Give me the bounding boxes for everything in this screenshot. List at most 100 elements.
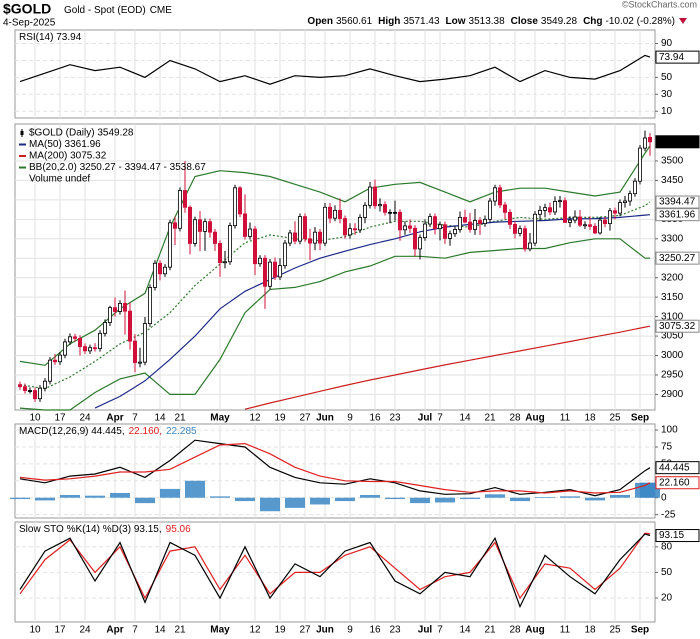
x-tick-label: Sep [631, 413, 649, 424]
x-tick-label: Aug [525, 625, 544, 636]
candle-body [553, 201, 558, 213]
value-marker-label: 73.94 [659, 52, 684, 63]
candle-body [172, 222, 177, 229]
y-tick-label: 0 [661, 492, 667, 503]
candle-body [207, 221, 212, 233]
candle-body [247, 228, 252, 237]
candle-body [38, 387, 43, 400]
panel-label-part: RSI(14) 73.94 [19, 32, 82, 43]
candle-body [502, 204, 507, 213]
candle-body [598, 219, 603, 234]
x-tick-label: 17 [54, 413, 66, 424]
value-marker-label: 3394.47 [659, 197, 696, 208]
candle-body [162, 266, 167, 275]
x-tick-label: Apr [106, 625, 123, 636]
candle-body [108, 307, 113, 323]
histogram-bar [385, 497, 405, 500]
exchange: CME [150, 5, 173, 16]
x-tick-label: 9 [347, 625, 353, 636]
candle-body [332, 209, 337, 219]
candle-body [157, 262, 162, 275]
value-marker [655, 50, 700, 64]
candle-body [187, 206, 192, 244]
panel-label-part: 22.160, [129, 426, 162, 437]
candle-body [487, 200, 492, 220]
candle-body [603, 219, 608, 225]
histogram-bar [535, 497, 555, 498]
candle-body [558, 200, 563, 203]
candle-body [382, 204, 387, 213]
histogram-bar [560, 496, 580, 498]
quote-label: Low [446, 16, 466, 27]
candle-body [232, 187, 237, 226]
histogram-bar [285, 497, 305, 508]
x-tick-label: 12 [249, 625, 261, 636]
x-tick-label: 24 [79, 413, 91, 424]
x-tick-label: May [210, 413, 230, 424]
candle-body [137, 361, 142, 364]
candle-body [523, 228, 528, 250]
candle-body [132, 340, 137, 363]
histogram-bar [485, 494, 505, 498]
indicator-line [19, 442, 651, 494]
x-tick-label: 21 [484, 625, 496, 636]
candle-body [93, 347, 98, 350]
candle-body [442, 224, 447, 239]
panel-label-part: 95.06 [166, 524, 191, 535]
candle-body [267, 261, 272, 287]
candle-body [422, 223, 427, 239]
panel-label-part: 22.285 [166, 426, 197, 437]
y-tick-label: 3050 [661, 331, 684, 342]
legend-label: Volume undef [29, 174, 90, 185]
candle-body [513, 223, 518, 234]
candle-body [227, 225, 232, 263]
candle-body [242, 213, 247, 237]
x-tick-label: 24 [79, 625, 91, 636]
candle-body [177, 190, 182, 229]
candle-body [22, 386, 27, 391]
candle-body [412, 227, 417, 250]
candle-body [152, 262, 157, 288]
x-tick-label: 10 [29, 625, 41, 636]
histogram-bar [585, 497, 605, 501]
candle-body [377, 204, 382, 207]
candle-body [48, 359, 53, 382]
candle-body [68, 336, 73, 343]
candle-body [302, 216, 307, 240]
candle-body [543, 207, 548, 211]
histogram-bar [460, 497, 480, 500]
symbol: $GOLD [3, 1, 51, 17]
y-tick-label: 3000 [661, 350, 684, 361]
histogram-bar [410, 497, 430, 504]
candle-body [322, 206, 327, 244]
quote-value: 3513.38 [469, 16, 506, 27]
histogram-bar [60, 495, 80, 498]
histogram-bar [210, 496, 230, 498]
candle-body [507, 211, 512, 225]
histogram-bar [10, 497, 30, 500]
y-tick-label: 3100 [661, 311, 684, 322]
value-marker [655, 529, 700, 543]
candle-body [282, 242, 287, 267]
quote-label: Open [307, 16, 333, 27]
candle-body [623, 200, 628, 204]
candle-body [482, 218, 487, 225]
candle-body [357, 216, 362, 231]
histogram-bar [360, 495, 380, 498]
y-tick-label: 30 [661, 89, 673, 100]
candle-body [648, 136, 653, 143]
histogram-bar [610, 495, 630, 498]
x-tick-label: 7 [132, 625, 138, 636]
y-tick-label: 80 [661, 541, 673, 552]
candle-body [142, 323, 147, 363]
candle-body [588, 224, 593, 227]
x-tick-label: 9 [347, 413, 353, 424]
candle-body [462, 216, 467, 223]
x-tick-label: 14 [154, 625, 166, 636]
candle-body [27, 390, 32, 392]
x-tick-label: Jul [418, 625, 433, 636]
legend-label: $GOLD (Daily) 3549.28 [29, 128, 134, 139]
candle-body [397, 211, 402, 231]
candle-body [427, 216, 432, 225]
instrument-name: Gold - Spot (EOD) [64, 5, 146, 16]
